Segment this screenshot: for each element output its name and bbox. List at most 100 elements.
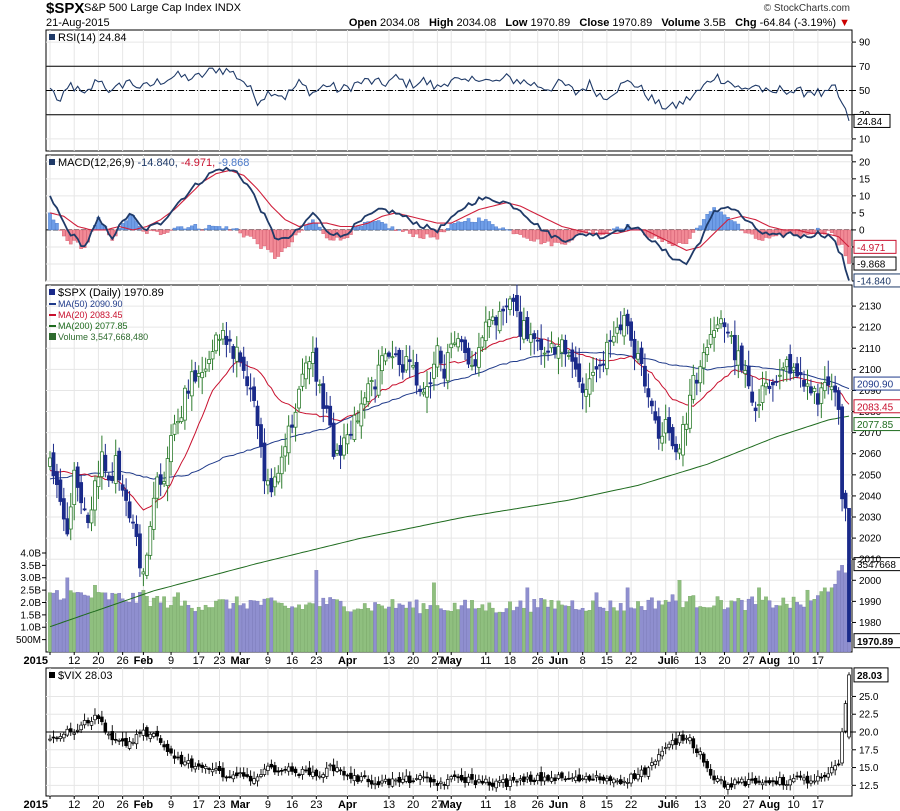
price-candle [774, 380, 779, 383]
price-candle [96, 476, 101, 488]
price-candle [705, 347, 710, 356]
open-value: 2034.08 [380, 17, 420, 29]
vix-candle [439, 781, 443, 784]
price-candle [75, 466, 80, 488]
price-candle [428, 382, 433, 385]
vix-candle [681, 734, 685, 741]
volume-bar [822, 587, 827, 653]
price-candle [48, 457, 52, 467]
price-candle [176, 421, 180, 424]
vix-candle [746, 779, 751, 785]
price-candle [425, 386, 429, 398]
price-tick-label: 1980 [859, 618, 882, 629]
volume-bar [266, 598, 270, 653]
vix-title: $VIX 28.03 [58, 670, 112, 682]
vix-candle [573, 776, 578, 781]
macd-histogram-bar [58, 229, 63, 231]
price-candle [127, 501, 132, 519]
volume-bar [784, 603, 789, 653]
macd-histogram-bar [729, 220, 734, 231]
price-candle [290, 424, 295, 428]
price-candle [407, 359, 412, 362]
price-candle [155, 476, 160, 499]
volume-bar [151, 597, 156, 653]
volume-bar [833, 583, 838, 653]
vix-candle [283, 768, 287, 771]
vix-candle [397, 776, 402, 783]
vix-candle [529, 774, 533, 782]
macd-histogram-bar [356, 226, 360, 231]
x-axis-label: Feb [134, 655, 154, 667]
macd-histogram-bar [238, 229, 243, 234]
macd-histogram-bar [511, 229, 516, 235]
vix-candle [390, 778, 395, 787]
vix-candle [276, 770, 281, 773]
macd-histogram-bar [504, 229, 509, 231]
price-candle [262, 442, 267, 482]
macd-histogram-bar [487, 221, 492, 231]
volume-bar [549, 600, 554, 653]
volume-bar [674, 600, 678, 653]
volume-bar [777, 605, 782, 653]
vix-candle [463, 777, 467, 783]
x-axis-label: May [441, 655, 463, 667]
volume-bar [483, 610, 488, 653]
price-tick-label: 2040 [859, 491, 882, 502]
macd-tick-label: 0 [859, 225, 865, 236]
macd-histogram-bar [193, 224, 198, 231]
volume-bar [352, 609, 357, 653]
volume-bar [103, 592, 108, 653]
price-candle [238, 352, 243, 363]
price-candle [840, 406, 844, 500]
volume-bar [407, 601, 412, 653]
price-candle [560, 339, 564, 353]
price-candle [618, 324, 623, 331]
vix-candle [556, 774, 561, 779]
volume-bar [113, 593, 118, 653]
volume-bar [134, 602, 139, 653]
vix-candle [791, 778, 796, 783]
vix-candle [477, 779, 481, 783]
vix-candle [740, 778, 744, 783]
price-candle [691, 375, 696, 400]
vix-candle [847, 674, 851, 738]
vix-candle [643, 767, 647, 775]
vix-candle [238, 772, 242, 775]
macd-signal-line [49, 169, 850, 251]
high-label: High [428, 17, 454, 29]
price-candle [643, 365, 647, 387]
vix-candle [235, 772, 239, 777]
price-candle [165, 458, 170, 487]
x-axis-label: 26 [117, 655, 129, 667]
volume-bar [566, 606, 571, 653]
vix-candle [100, 716, 104, 723]
macd-histogram-bar [311, 219, 315, 231]
volume-bar [186, 605, 191, 653]
price-candle [542, 352, 547, 355]
price-candle [753, 407, 758, 412]
vix-candle [328, 764, 332, 767]
macd-histogram-bar [79, 229, 83, 249]
vix-candle [805, 775, 810, 784]
macd-histogram-bar [51, 219, 56, 231]
rsi-last-value-box [853, 113, 891, 128]
vix-tick-label: 22.5 [859, 710, 879, 721]
price-candle [784, 359, 789, 368]
macd-title-part: -14.840, [137, 157, 180, 169]
volume-bar [189, 607, 194, 653]
vix-candle [525, 776, 530, 780]
macd-histogram-bar [677, 229, 682, 243]
vix-candle [518, 778, 523, 781]
volume-bar [746, 598, 751, 653]
vix-candle [231, 774, 236, 780]
volume-bar [591, 600, 595, 653]
macd-histogram-bar [179, 226, 184, 231]
price-tick-label: 2090 [859, 386, 882, 397]
volume-bar [394, 607, 398, 653]
vix-x-axis-label: 18 [504, 799, 516, 811]
price-candle [580, 383, 585, 393]
volume-bar [584, 610, 588, 653]
price-candle [224, 335, 229, 345]
price-candle [764, 382, 768, 388]
volume-bar [605, 611, 609, 653]
